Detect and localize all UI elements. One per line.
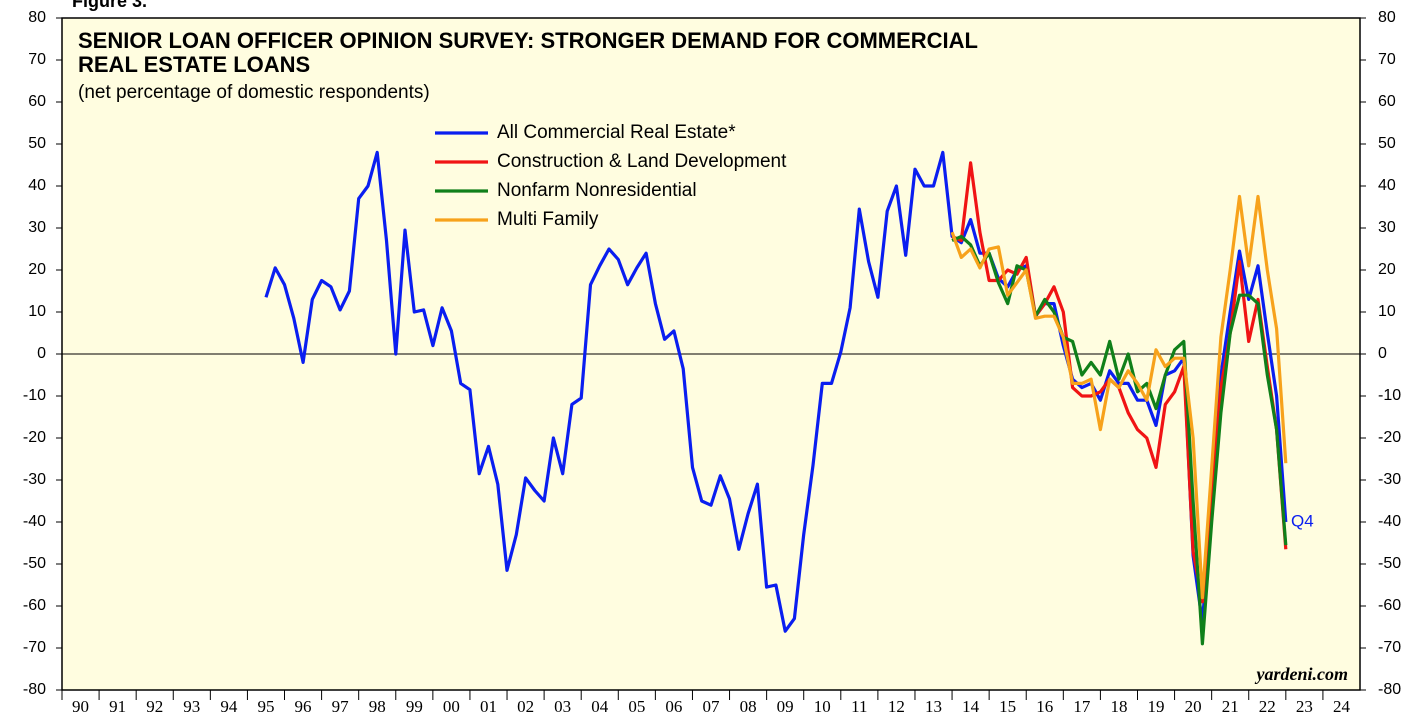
y-tick-label: 70	[28, 51, 46, 68]
y-tick-label: 80	[28, 9, 46, 26]
y2-tick-label: 70	[1378, 51, 1396, 68]
x-tick-label: 16	[1036, 697, 1053, 716]
x-tick-label: 20	[1185, 697, 1202, 716]
chart-subtitle: (net percentage of domestic respondents)	[78, 82, 430, 103]
y2-tick-label: 0	[1378, 345, 1387, 362]
y-tick-label: -10	[23, 387, 46, 404]
y-tick-label: -50	[23, 555, 46, 572]
y-tick-label: -20	[23, 429, 46, 446]
x-tick-label: 09	[777, 697, 794, 716]
y-tick-label: -30	[23, 471, 46, 488]
y2-tick-label: 50	[1378, 135, 1396, 152]
y2-tick-label: -60	[1378, 597, 1401, 614]
y2-tick-label: 40	[1378, 177, 1396, 194]
watermark: yardeni.com	[1255, 664, 1349, 684]
y2-tick-label: -80	[1378, 681, 1401, 698]
y-tick-label: -80	[23, 681, 46, 698]
y-tick-label: 0	[37, 345, 46, 362]
x-tick-label: 02	[517, 697, 534, 716]
y2-tick-label: 80	[1378, 9, 1396, 26]
y2-tick-label: -20	[1378, 429, 1401, 446]
x-tick-label: 14	[962, 697, 980, 716]
x-tick-label: 23	[1296, 697, 1313, 716]
y2-tick-label: -50	[1378, 555, 1401, 572]
x-tick-label: 00	[443, 697, 460, 716]
y2-tick-label: 60	[1378, 93, 1396, 110]
chart-title: REAL ESTATE LOANS	[78, 52, 310, 77]
x-tick-label: 90	[72, 697, 89, 716]
y-tick-label: 40	[28, 177, 46, 194]
x-tick-label: 19	[1148, 697, 1165, 716]
y2-tick-label: -70	[1378, 639, 1401, 656]
y2-tick-label: 10	[1378, 303, 1396, 320]
x-tick-label: 96	[295, 697, 312, 716]
x-tick-label: 15	[999, 697, 1016, 716]
legend-label: Nonfarm Nonresidential	[497, 180, 697, 201]
chart-title: SENIOR LOAN OFFICER OPINION SURVEY: STRO…	[78, 28, 978, 53]
x-tick-label: 93	[183, 697, 200, 716]
legend-label: Construction & Land Development	[497, 151, 787, 172]
y2-tick-label: 30	[1378, 219, 1396, 236]
x-tick-label: 04	[591, 697, 609, 716]
x-tick-label: 10	[814, 697, 831, 716]
x-tick-label: 21	[1222, 697, 1239, 716]
x-tick-label: 24	[1333, 697, 1351, 716]
x-tick-label: 12	[888, 697, 905, 716]
x-tick-label: 11	[851, 697, 867, 716]
x-tick-label: 98	[369, 697, 386, 716]
series-line	[950, 194, 1288, 600]
y-tick-label: 10	[28, 303, 46, 320]
x-tick-label: 95	[257, 697, 274, 716]
legend-label: Multi Family	[497, 209, 599, 230]
x-tick-label: 94	[220, 697, 238, 716]
x-tick-label: 91	[109, 697, 126, 716]
series-line	[264, 150, 1288, 633]
y-tick-label: -60	[23, 597, 46, 614]
x-tick-label: 18	[1110, 697, 1127, 716]
y-tick-label: 20	[28, 261, 46, 278]
legend-label: All Commercial Real Estate*	[497, 122, 736, 143]
y-tick-label: -70	[23, 639, 46, 656]
y2-tick-label: 20	[1378, 261, 1396, 278]
x-tick-label: 03	[554, 697, 571, 716]
x-tick-label: 22	[1259, 697, 1276, 716]
x-tick-label: 17	[1073, 697, 1091, 716]
figure-label: Figure 3.	[72, 0, 147, 11]
y2-tick-label: -10	[1378, 387, 1401, 404]
annotation: Q4	[1291, 511, 1314, 530]
x-tick-label: 99	[406, 697, 423, 716]
y-tick-label: 60	[28, 93, 46, 110]
y2-tick-label: -30	[1378, 471, 1401, 488]
x-tick-label: 01	[480, 697, 497, 716]
y-tick-label: 50	[28, 135, 46, 152]
x-tick-label: 13	[925, 697, 942, 716]
y-tick-label: 30	[28, 219, 46, 236]
x-tick-label: 97	[332, 697, 350, 716]
x-tick-label: 05	[628, 697, 645, 716]
x-tick-label: 07	[703, 697, 721, 716]
y2-tick-label: -40	[1378, 513, 1401, 530]
x-tick-label: 06	[665, 697, 682, 716]
x-tick-label: 92	[146, 697, 163, 716]
x-tick-label: 08	[740, 697, 757, 716]
y-tick-label: -40	[23, 513, 46, 530]
series-line	[951, 234, 1288, 646]
